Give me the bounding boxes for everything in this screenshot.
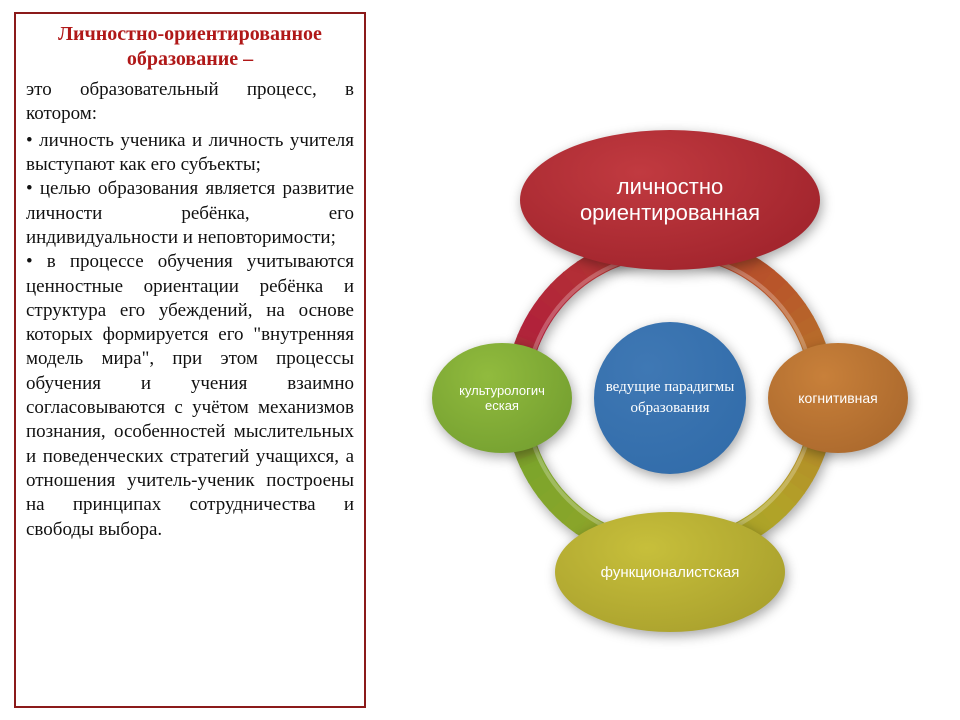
panel-bullets: личность ученика и личность учителя выст… <box>26 129 354 542</box>
bullet-2: целью образования является развитие личн… <box>26 177 354 250</box>
center-line1: ведущие парадигмы <box>606 377 735 398</box>
node-right: когнитивная <box>768 343 908 453</box>
bullet-3: в процессе обучения учитываются ценностн… <box>26 250 354 542</box>
node-left: культурологич еская <box>432 343 572 453</box>
definition-panel: Личностно-ориентированное образование – … <box>14 12 366 708</box>
node-bottom-line1: функционалистская <box>601 564 740 581</box>
panel-lead: это образовательный процесс, в котором: <box>26 78 354 127</box>
center-line2: образования <box>630 398 709 419</box>
node-bottom: функционалистская <box>555 512 785 632</box>
node-left-line1: культурологич <box>459 383 545 398</box>
node-right-line1: когнитивная <box>798 390 878 406</box>
panel-title: Личностно-ориентированное образование – <box>26 22 354 72</box>
paradigm-diagram: ведущие парадигмы образования личностно … <box>420 120 920 620</box>
node-left-line2: еская <box>459 398 545 413</box>
node-top-line1: личностно <box>580 174 760 200</box>
center-node: ведущие парадигмы образования <box>594 322 746 474</box>
bullet-1: личность ученика и личность учителя выст… <box>26 129 354 178</box>
node-top: личностно ориентированная <box>520 130 820 270</box>
node-top-line2: ориентированная <box>580 200 760 226</box>
